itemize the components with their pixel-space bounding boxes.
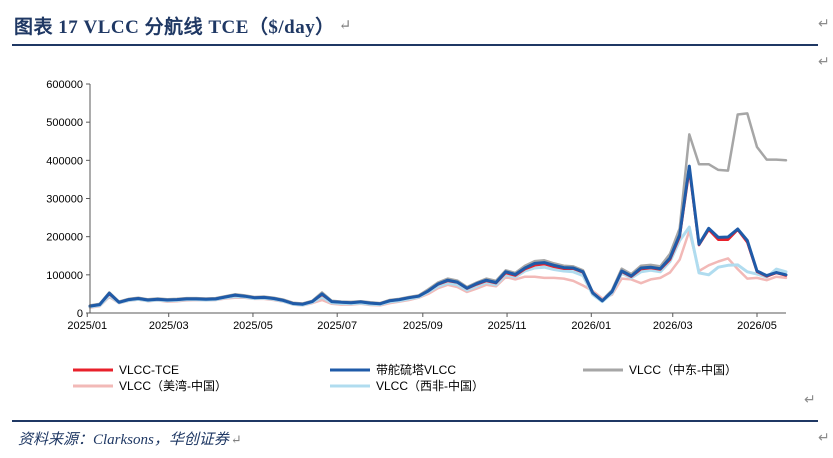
x-tick-label: 2025/03 <box>149 320 189 332</box>
legend-label-2: 带舵硫塔VLCC <box>376 362 456 377</box>
legend-label-5: VLCC（西非-中国） <box>376 378 484 393</box>
source-note: 资料来源：Clarksons，华创证券 ↵ <box>18 428 242 449</box>
y-tick-label: 400000 <box>46 155 83 167</box>
paragraph-mark-icon: ↵ <box>818 54 830 70</box>
legend-label-4: VLCC（美湾-中国） <box>119 378 227 393</box>
legend: VLCC-TCE 带舵硫塔VLCC VLCC（中东-中国） VLCC（美湾-中国） VL… <box>73 362 737 393</box>
x-tick-label: 2026/05 <box>737 320 777 332</box>
series-line-2 <box>88 164 788 308</box>
x-tick-label: 2025/09 <box>403 320 443 332</box>
x-tick-label: 2025/05 <box>233 320 273 332</box>
x-tick-label: 2025/11 <box>488 320 527 332</box>
y-tick-label: 0 <box>77 308 83 320</box>
y-tick-label: 500000 <box>46 117 83 129</box>
paragraph-mark-icon: ↵ <box>338 17 352 34</box>
axes: 0 100000 200000 300000 400000 500000 600000 202… <box>46 79 786 332</box>
chart-header: 图表 17 VLCC 分航线 TCE（$/day） ↵ <box>14 10 351 40</box>
paragraph-mark-icon: ↵ <box>230 432 242 447</box>
legend-label-1: VLCC-TCE <box>119 363 179 377</box>
chart-title: 图表 17 VLCC 分航线 TCE（$/day） <box>14 16 335 38</box>
y-tick-label: 100000 <box>46 270 83 282</box>
paragraph-mark-icon: ↵ <box>804 392 816 408</box>
top-divider <box>12 44 818 46</box>
x-tick-label: 2026/01 <box>571 320 611 332</box>
y-tick-label: 600000 <box>46 79 83 91</box>
x-tick-label: 2025/07 <box>317 320 357 332</box>
plot-lines <box>88 112 788 309</box>
series-line-5 <box>88 225 788 309</box>
legend-label-3: VLCC（中东-中国） <box>629 362 737 377</box>
bottom-divider <box>12 420 818 422</box>
x-tick-label: 2025/01 <box>67 320 107 332</box>
y-tick-label: 300000 <box>46 194 83 206</box>
source-text: 资料来源：Clarksons，华创证券 <box>18 432 229 448</box>
paragraph-mark-icon: ↵ <box>818 16 830 32</box>
series-line-4 <box>88 229 788 309</box>
paragraph-mark-icon: ↵ <box>818 430 830 446</box>
series-line-3 <box>88 112 788 307</box>
y-tick-label: 200000 <box>46 232 83 244</box>
x-tick-label: 2026/03 <box>653 320 693 332</box>
